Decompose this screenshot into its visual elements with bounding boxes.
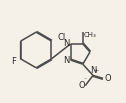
Text: Cl: Cl	[57, 33, 65, 42]
Text: ⁻: ⁻	[84, 78, 87, 83]
Text: +: +	[93, 68, 99, 73]
Text: O: O	[78, 81, 85, 90]
Text: N: N	[63, 39, 69, 48]
Text: CH₃: CH₃	[83, 32, 96, 38]
Text: N: N	[90, 66, 97, 75]
Text: O: O	[104, 74, 111, 83]
Text: F: F	[11, 57, 16, 66]
Text: N: N	[63, 56, 69, 65]
